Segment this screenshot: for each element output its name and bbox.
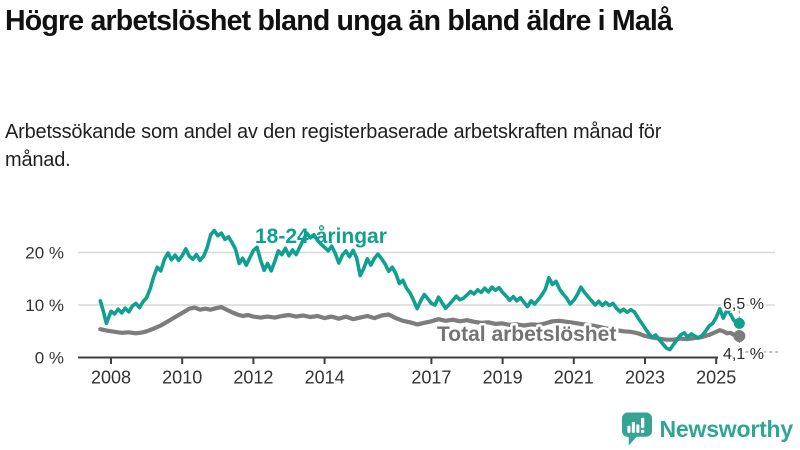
newsworthy-logo: Newsworthy	[620, 411, 793, 447]
x-axis-label: 2012	[233, 368, 273, 388]
bar-3	[635, 424, 639, 433]
bar-1	[626, 425, 630, 433]
series-label-total: Total arbetslöshet	[437, 323, 616, 346]
line-end-dot-total	[733, 329, 746, 342]
unemployment-line-chart: 0 % 10 % 20 % 2008 2010 2012 2014 2017 2019 2021 2…	[25, 225, 778, 388]
series-label-youth: 18-24-åringar	[255, 225, 387, 248]
newsworthy-icon	[621, 412, 652, 446]
brand-name: Newsworthy	[659, 415, 794, 442]
series-line-youth	[98, 228, 742, 352]
y-axis-label: 10 %	[25, 296, 64, 315]
x-axis-label: 2025	[696, 368, 736, 388]
x-axis-label: 2019	[483, 368, 523, 388]
line-end-dot-youth	[733, 317, 745, 329]
x-axis-label: 2017	[411, 368, 451, 388]
page-title: Högre arbetslöshet bland unga än bland ä…	[5, 5, 673, 37]
y-axis-label: 20 %	[25, 244, 64, 263]
end-value-label-total: 4,1 %	[723, 346, 764, 363]
exclamation-dot	[640, 429, 644, 433]
chart-subtitle: Arbetssökande som andel av den registerb…	[5, 121, 662, 171]
bar-2	[631, 421, 635, 433]
x-axis-label: 2008	[91, 368, 131, 388]
x-axis-label: 2014	[305, 368, 345, 388]
y-axis-label: 0 %	[35, 349, 64, 368]
x-axis-label: 2023	[625, 368, 665, 388]
exclamation-bar	[640, 417, 644, 429]
series-line-total	[98, 304, 742, 342]
x-axis-label: 2010	[162, 368, 202, 388]
end-value-label-youth: 6,5 %	[723, 296, 764, 313]
x-axis-label: 2021	[554, 368, 594, 388]
